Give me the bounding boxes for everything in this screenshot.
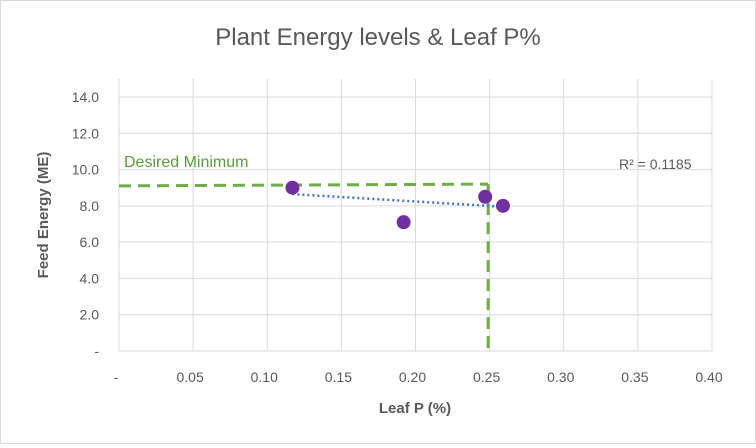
tick-labels: - 2.0 4.0 6.0 8.0 10.0 12.0 14.0 - 0.05 0.10 0.15 0.… (72, 89, 723, 385)
y-tick-label: 4.0 (80, 270, 100, 286)
x-tick-label: 0.40 (695, 369, 722, 385)
trendline (292, 192, 504, 209)
gridlines (118, 79, 713, 352)
y-tick-label: 12.0 (72, 125, 99, 141)
reference-lines (118, 182, 490, 351)
y-tick-label: 6.0 (80, 234, 100, 250)
r-squared-label: R² = 0.1185 (619, 156, 692, 172)
desired-minimum-label: Desired Minimum (124, 154, 248, 171)
x-tick-label: - (114, 369, 119, 385)
x-tick-label: 0.10 (251, 369, 278, 385)
x-tick-label: 0.35 (621, 369, 648, 385)
chart-title: Plant Energy levels & Leaf P% (215, 24, 541, 51)
data-point (495, 198, 510, 213)
y-tick-label: 2.0 (80, 307, 100, 323)
x-axis-title: Leaf P (%) (379, 400, 451, 417)
x-tick-label: 0.25 (473, 369, 500, 385)
data-point (285, 180, 300, 195)
y-tick-label: 8.0 (80, 198, 100, 214)
desired-minimum-horizontal-line (118, 182, 489, 188)
x-tick-label: 0.20 (399, 369, 426, 385)
data-point (478, 189, 493, 204)
data-point (396, 215, 411, 230)
x-tick-label: 0.30 (547, 369, 574, 385)
y-tick-label: 14.0 (72, 89, 99, 105)
data-points (285, 180, 510, 230)
linear-trendline (292, 192, 504, 209)
y-tick-label: - (94, 343, 99, 359)
y-tick-label: 10.0 (72, 162, 99, 178)
y-axis-title: Feed Energy (ME) (35, 152, 52, 279)
x-tick-label: 0.05 (177, 369, 204, 385)
x-tick-label: 0.15 (325, 369, 352, 385)
